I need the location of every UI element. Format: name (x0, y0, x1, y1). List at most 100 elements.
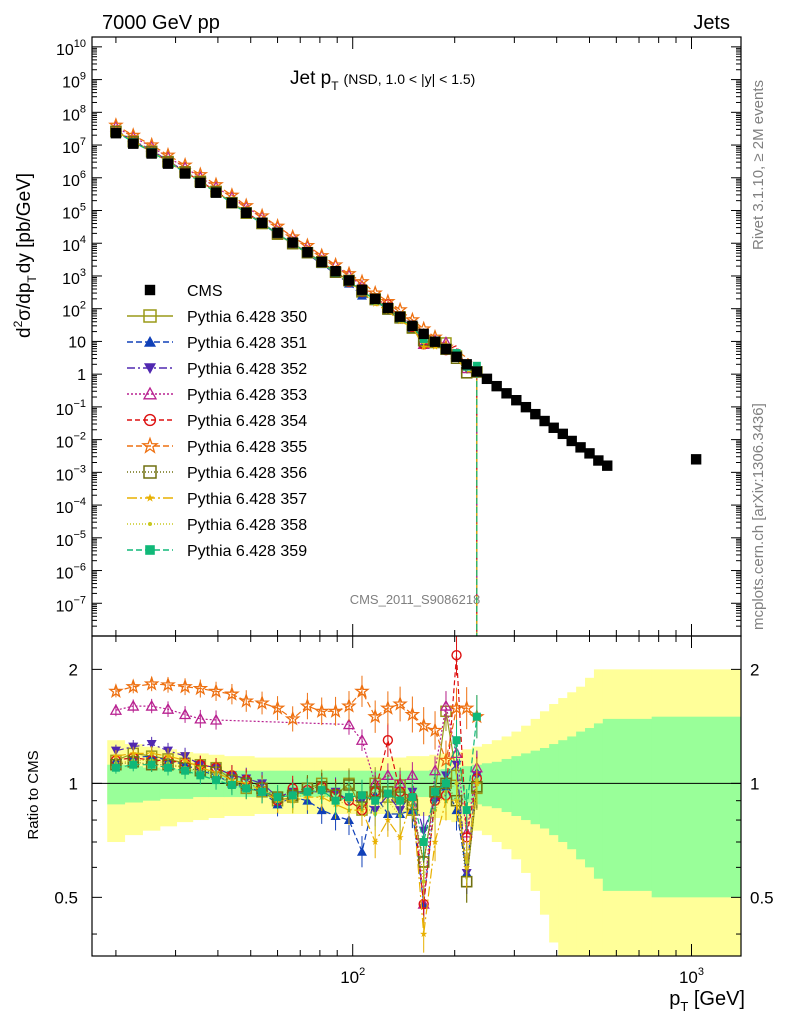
ratio-point (147, 760, 156, 769)
legend-item-353: Pythia 6.428 353 (127, 386, 307, 404)
mc-line-351 (115, 130, 478, 636)
ratio-point (209, 713, 223, 725)
cms-data-point (461, 359, 472, 370)
cms-data-point (548, 422, 559, 433)
ratio-point (161, 702, 175, 714)
ratio-point (313, 703, 330, 718)
ratio-point (408, 793, 417, 802)
band-inner-bin (576, 731, 586, 860)
cms-data-point (451, 351, 462, 362)
ratio-point (227, 781, 236, 790)
ratio-point (420, 930, 428, 938)
ratio-point (177, 678, 193, 694)
x-tick-label: 103 (679, 966, 704, 987)
legend-label: CMS (187, 283, 223, 300)
ratio-point (148, 749, 156, 757)
cms-data-point (356, 284, 368, 295)
cms-data-point (593, 455, 604, 466)
ratio-y-tick-label-right: 0.5 (750, 888, 774, 907)
legend: CMS Pythia 6.428 350 Pythia 6.428 351 Pythi… (127, 283, 307, 560)
ratio-point (254, 694, 270, 710)
mc-line-359 (115, 131, 478, 636)
ratio-point (145, 699, 158, 711)
legend-marker (145, 493, 155, 502)
cms-data-point (287, 237, 298, 248)
ratio-point (383, 789, 392, 798)
legend-label: Pythia 6.428 359 (187, 543, 307, 560)
legend-label: Pythia 6.428 356 (187, 465, 307, 482)
ratio-point (464, 859, 469, 864)
ratio-point (427, 722, 443, 738)
ratio-point (196, 771, 205, 780)
band-inner-bin (558, 740, 568, 843)
y-tick-label: 1010 (56, 38, 86, 59)
legend-label: Pythia 6.428 357 (187, 491, 307, 508)
cms-data-point (110, 128, 122, 139)
cms-data-point (471, 366, 483, 377)
cms-data-point (440, 343, 452, 355)
y-tick-label: 106 (62, 169, 86, 190)
ratio-point (462, 806, 471, 815)
ratio-point (284, 710, 301, 726)
cms-data-point (557, 428, 569, 440)
cms-data-point (226, 197, 238, 209)
cms-data-point (520, 401, 532, 413)
mc-line-355 (115, 124, 478, 636)
legend-item-356: Pythia 6.428 356 (127, 465, 307, 482)
cms-data-point (316, 256, 327, 268)
legend-item-355: Pythia 6.428 355 (127, 436, 307, 456)
ratio-point (384, 816, 392, 824)
legend-marker (144, 363, 156, 374)
legend-marker (141, 436, 159, 454)
band-inner-bin (491, 761, 503, 809)
ratio-point (415, 717, 432, 733)
legend-label: Pythia 6.428 352 (187, 361, 307, 378)
cms-data-point (382, 302, 394, 314)
cms-data-point (407, 320, 418, 332)
cms-data-point (481, 373, 493, 385)
ratio-y-tick-label-right: 2 (750, 660, 759, 679)
ratio-point (380, 699, 396, 715)
ratio-y-tick-label-right: 1 (750, 774, 759, 793)
ratio-frame (91, 635, 742, 957)
legend-marker (143, 413, 157, 427)
ratio-point (392, 695, 408, 711)
legend-label: Pythia 6.428 353 (187, 387, 307, 404)
legend-item-cms: CMS (144, 283, 223, 300)
cms-data-point (302, 247, 313, 258)
x-tick-label: 102 (340, 966, 365, 987)
legend-label: Pythia 6.428 355 (187, 439, 307, 456)
cms-data-point (195, 177, 206, 189)
band-inner-bin (651, 716, 741, 898)
band-inner-bin (159, 769, 178, 799)
main-plot: 101010910810710610510410310210110−110−21… (56, 36, 742, 637)
legend-label: Pythia 6.428 351 (187, 335, 307, 352)
band-inner-bin (511, 756, 522, 816)
ratio-point (258, 787, 267, 796)
main-y-axis: 101010910810710610510410310210110−110−21… (56, 36, 741, 637)
legend-item-357: Pythia 6.428 357 (127, 491, 307, 508)
ratio-point (396, 796, 405, 805)
y-tick-label: 10−6 (56, 562, 86, 583)
cms-data-point (256, 217, 268, 229)
ratio-point (127, 699, 140, 711)
y-tick-label: 108 (62, 103, 86, 124)
ratio-point (125, 678, 142, 694)
cms-data-point (369, 293, 381, 305)
ratio-point (238, 692, 255, 708)
ratio-point (344, 793, 353, 802)
band-inner-bin (521, 753, 532, 821)
band-inner-bin (176, 769, 194, 799)
ratio-point (382, 735, 394, 746)
cms-data-point (241, 207, 252, 219)
legend-marker (145, 545, 155, 555)
ratio-point (129, 749, 137, 757)
y-tick-label: 105 (62, 202, 86, 223)
ratio-point (242, 784, 251, 793)
band-inner-bin (124, 766, 143, 803)
ratio-point (356, 846, 367, 856)
legend-item-359: Pythia 6.428 359 (127, 543, 307, 560)
ratio-point (371, 796, 380, 805)
cms-data-point (179, 168, 191, 179)
ratio-point (421, 879, 426, 884)
